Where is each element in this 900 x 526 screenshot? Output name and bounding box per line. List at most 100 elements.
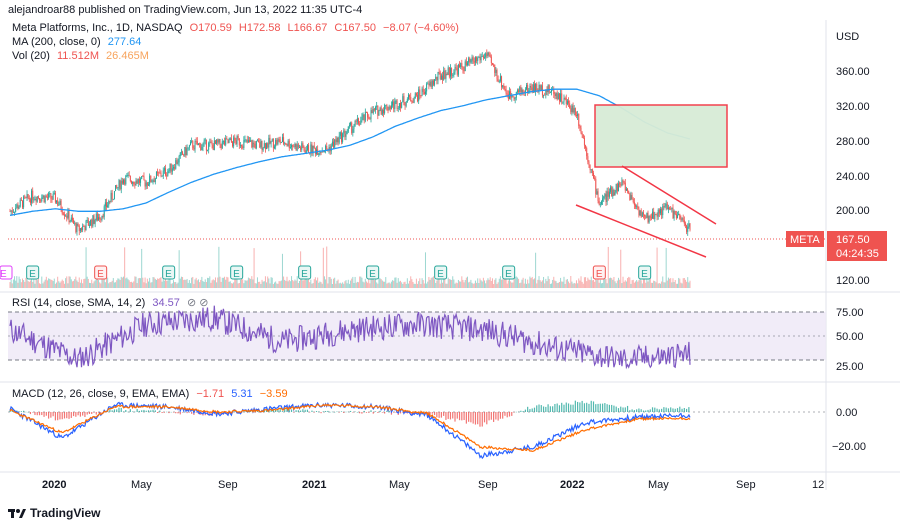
macd-histogram-bar [481, 412, 483, 427]
candle-body [28, 198, 30, 200]
candle-body [107, 205, 109, 208]
macd-histogram-bar [125, 409, 127, 412]
channel-lower-line[interactable] [575, 204, 707, 258]
candle-body [94, 220, 96, 224]
volume-bar [495, 278, 497, 288]
volume-bar [472, 283, 474, 288]
candle-body [20, 199, 22, 201]
last-price-tag [827, 231, 887, 261]
macd-histogram-bar [536, 405, 538, 412]
volume-bar [403, 282, 405, 288]
macd-histogram-bar [529, 409, 531, 412]
macd-histogram-bar [297, 410, 299, 412]
volume-bar [400, 280, 402, 288]
volume-bar [485, 283, 487, 288]
volume-bar [681, 283, 683, 288]
candle-body [74, 222, 76, 224]
symbol-tag[interactable] [786, 231, 824, 247]
volume-bar [585, 277, 587, 288]
candle-body [101, 215, 103, 220]
channel-upper-line[interactable] [621, 165, 717, 225]
volume-bar [249, 278, 251, 288]
candle-body [689, 223, 691, 231]
candle-body [63, 214, 65, 216]
volume-bar [67, 283, 69, 288]
candle-body [434, 79, 436, 85]
svg-text:E: E [437, 269, 444, 280]
candle-body [311, 144, 313, 154]
vol-legend[interactable]: Vol (20) 11.512M 26.465M [12, 50, 153, 62]
candle-body [611, 187, 613, 197]
macd-histogram-bar [293, 412, 295, 413]
volume-bar [477, 278, 479, 288]
candle-body [405, 102, 407, 106]
volume-bar [351, 278, 353, 288]
candle-body [393, 101, 395, 109]
rsi-legend[interactable]: RSI (14, close, SMA, 14, 2) 34.57 ⊘ ⊘ [12, 296, 212, 309]
volume-bar [193, 283, 195, 288]
candle-body [448, 67, 450, 77]
volume-bar [347, 279, 349, 288]
target-zone-rectangle[interactable] [594, 104, 728, 168]
macd-histogram-bar [638, 408, 640, 412]
volume-bar [108, 283, 110, 288]
macd-histogram-bar [338, 412, 340, 413]
candle-body [323, 151, 325, 153]
macd-histogram-bar [61, 412, 63, 420]
volume-bar [168, 276, 170, 288]
candle-body [652, 211, 654, 219]
volume-bar [260, 283, 262, 288]
candle-body [594, 177, 596, 179]
candle-body [302, 143, 304, 148]
candle-body [105, 202, 107, 208]
candle-body [192, 140, 194, 149]
main-legend[interactable]: Meta Platforms, Inc., 1D, NASDAQ O170.59… [12, 22, 463, 34]
ma-legend[interactable]: MA (200, close, 0) 277.64 [12, 36, 145, 48]
macd-histogram-bar [23, 410, 25, 412]
volume-bar [274, 282, 276, 288]
candle-body [551, 89, 553, 93]
candle-body [249, 140, 251, 142]
tradingview-brand[interactable]: TradingView [8, 506, 100, 520]
macd-histogram-bar [431, 412, 433, 414]
earnings-markers[interactable]: E E E E E E E E E EE [0, 265, 652, 280]
macd-histogram-bar [633, 410, 635, 412]
time-label: 2021 [302, 479, 326, 491]
volume-bar [25, 277, 27, 288]
macd-histogram-bar [570, 404, 572, 412]
candle-body [421, 88, 423, 96]
candle-body [507, 94, 509, 99]
volume-bar [330, 278, 332, 288]
ma-label: MA (200, close, 0) [12, 36, 101, 48]
volume-bar [506, 283, 508, 288]
volume-bar [482, 277, 484, 288]
volume-bar [326, 246, 328, 288]
candle-body [372, 109, 374, 114]
macd-histogram-bar [168, 412, 170, 414]
candle-body [53, 193, 55, 195]
candle-body [117, 187, 119, 189]
candle-body [261, 140, 263, 151]
volume-bar [392, 280, 394, 288]
candle-body [59, 200, 61, 205]
volume-bar [63, 283, 65, 288]
candle-body [168, 169, 170, 172]
candle-body [631, 195, 633, 200]
candle-body [679, 213, 681, 220]
macd-legend[interactable]: MACD (12, 26, close, 9, EMA, EMA) −1.71 … [12, 388, 292, 400]
macd-histogram-bar [195, 412, 197, 413]
volume-bar [82, 283, 84, 288]
volume-bar [91, 279, 93, 288]
macd-histogram-bar [286, 408, 288, 412]
volume-bar [142, 277, 144, 288]
volume-bar [166, 280, 168, 288]
candle-body [402, 96, 404, 103]
candle-body [56, 200, 58, 203]
volume-bar [253, 248, 255, 288]
candle-body [613, 189, 615, 196]
volume-bar [411, 279, 413, 288]
candle-body [125, 175, 127, 185]
candle-body [342, 133, 344, 142]
candle-body [602, 198, 604, 202]
